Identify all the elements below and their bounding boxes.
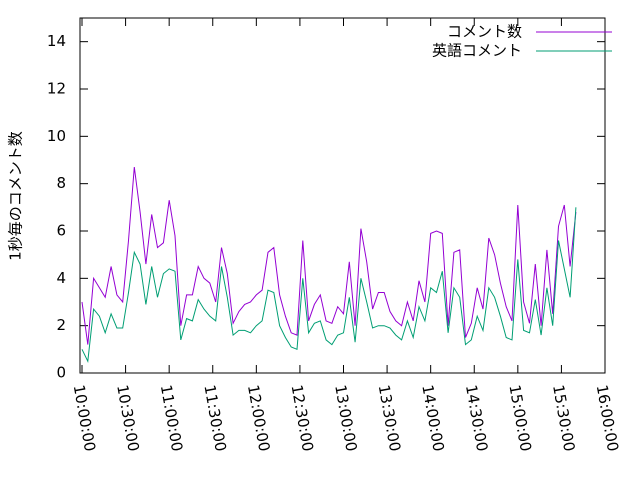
x-tick-label: 12:30:00	[288, 383, 317, 452]
x-tick-label: 15:30:00	[549, 383, 578, 452]
y-tick-label: 6	[56, 222, 66, 240]
y-tick-label: 2	[56, 316, 66, 334]
x-tick-label: 10:00:00	[70, 383, 99, 452]
y-axis-label: 1秒毎のコメント数	[7, 131, 25, 261]
x-tick-label: 16:00:00	[593, 383, 622, 452]
y-tick-label: 12	[47, 80, 66, 98]
x-tick-label: 13:30:00	[375, 383, 404, 452]
y-tick-label: 4	[56, 269, 66, 287]
x-tick-label: 14:30:00	[462, 383, 491, 452]
x-tick-label: 15:00:00	[505, 383, 534, 452]
y-tick-label: 10	[47, 127, 66, 145]
x-tick-label: 11:30:00	[200, 383, 229, 452]
legend-label: コメント数	[447, 23, 522, 41]
y-tick-label: 8	[56, 174, 66, 192]
series-line	[81, 207, 577, 363]
x-tick-label: 12:00:00	[244, 383, 273, 452]
series-line	[81, 167, 577, 345]
y-tick-label: 14	[47, 32, 66, 50]
x-tick-label: 14:00:00	[418, 383, 447, 452]
y-tick-label: 0	[56, 364, 66, 382]
x-tick-label: 11:00:00	[157, 383, 186, 452]
plot-border	[79, 17, 606, 374]
x-tick-label: 13:00:00	[331, 383, 360, 452]
x-tick-label: 10:30:00	[113, 383, 142, 452]
legend-label: 英語コメント	[432, 42, 522, 60]
